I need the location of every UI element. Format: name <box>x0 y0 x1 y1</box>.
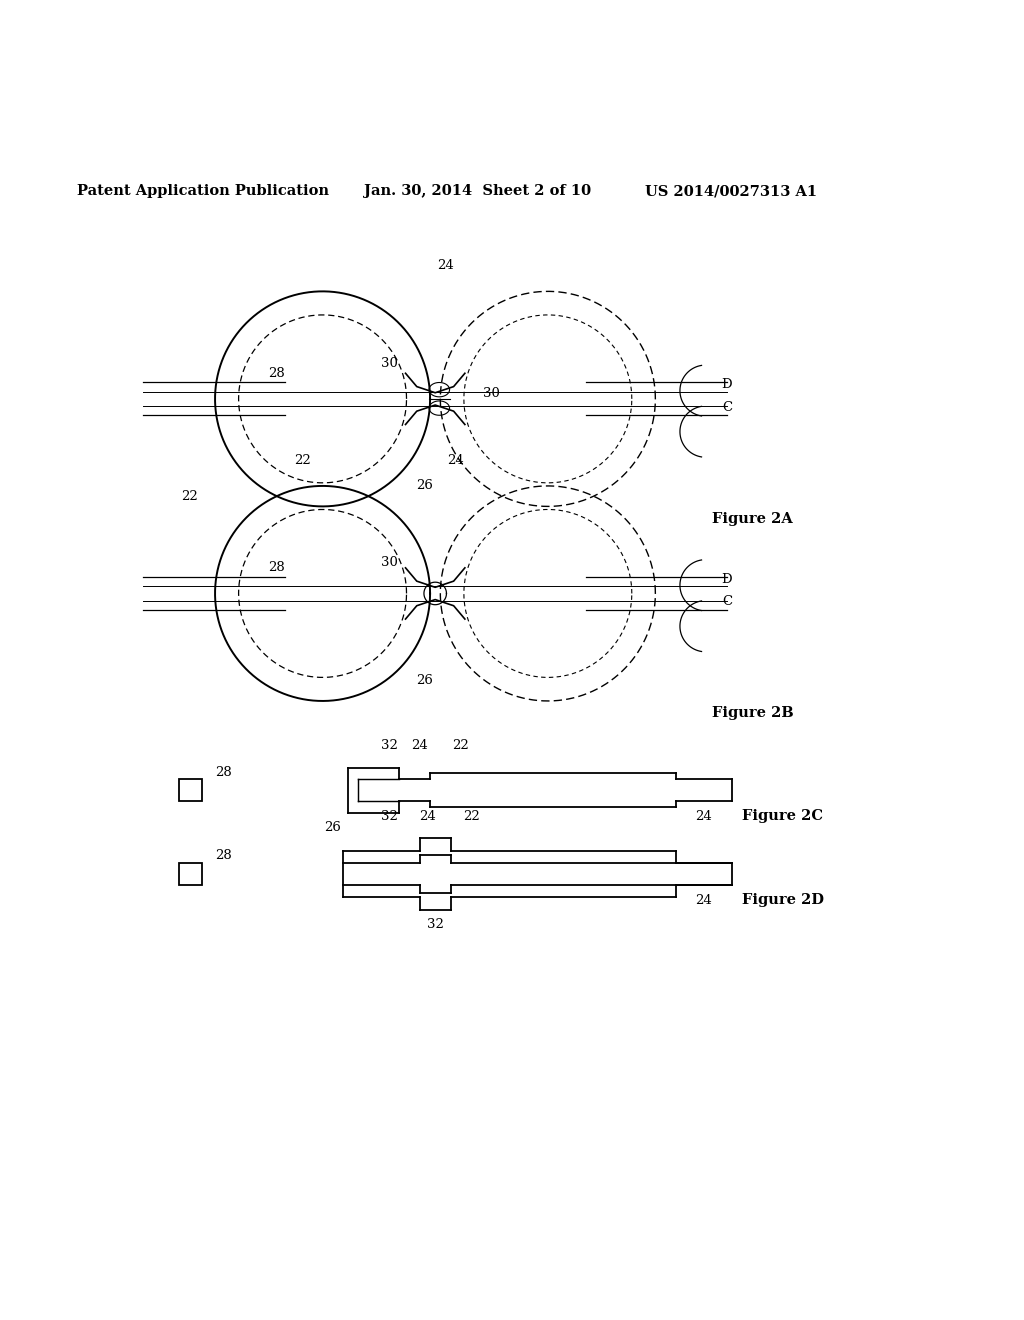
Text: 30: 30 <box>483 387 500 400</box>
Text: Jan. 30, 2014  Sheet 2 of 10: Jan. 30, 2014 Sheet 2 of 10 <box>364 183 591 198</box>
Text: 30: 30 <box>381 356 397 370</box>
Bar <box>179 863 202 886</box>
Text: 22: 22 <box>453 739 469 752</box>
Text: 24: 24 <box>419 809 435 822</box>
Text: 26: 26 <box>417 479 433 492</box>
Text: 28: 28 <box>215 766 231 779</box>
Text: Figure 2B: Figure 2B <box>712 706 794 721</box>
Text: Patent Application Publication: Patent Application Publication <box>77 183 329 198</box>
Text: 24: 24 <box>437 259 454 272</box>
Text: 30: 30 <box>381 556 397 569</box>
Text: D: D <box>722 573 732 586</box>
Text: 26: 26 <box>325 821 341 834</box>
Text: 24: 24 <box>695 809 713 822</box>
Text: Figure 2A: Figure 2A <box>712 512 793 525</box>
Text: 24: 24 <box>412 739 428 752</box>
Bar <box>179 779 202 801</box>
Text: 24: 24 <box>447 454 464 467</box>
Text: Figure 2C: Figure 2C <box>742 809 823 822</box>
Text: 22: 22 <box>463 809 479 822</box>
Text: 28: 28 <box>268 561 285 574</box>
Text: US 2014/0027313 A1: US 2014/0027313 A1 <box>645 183 817 198</box>
Text: 32: 32 <box>427 919 443 932</box>
Text: 26: 26 <box>417 675 433 686</box>
Text: Figure 2D: Figure 2D <box>742 892 824 907</box>
Text: 24: 24 <box>695 894 713 907</box>
Text: 22: 22 <box>294 454 310 467</box>
Text: D: D <box>722 378 732 391</box>
Text: 32: 32 <box>381 809 397 822</box>
Text: C: C <box>722 595 732 609</box>
Text: C: C <box>722 400 732 413</box>
Text: 22: 22 <box>181 490 198 503</box>
Text: 28: 28 <box>215 850 231 862</box>
Text: 28: 28 <box>268 367 285 380</box>
Text: 32: 32 <box>381 739 397 752</box>
